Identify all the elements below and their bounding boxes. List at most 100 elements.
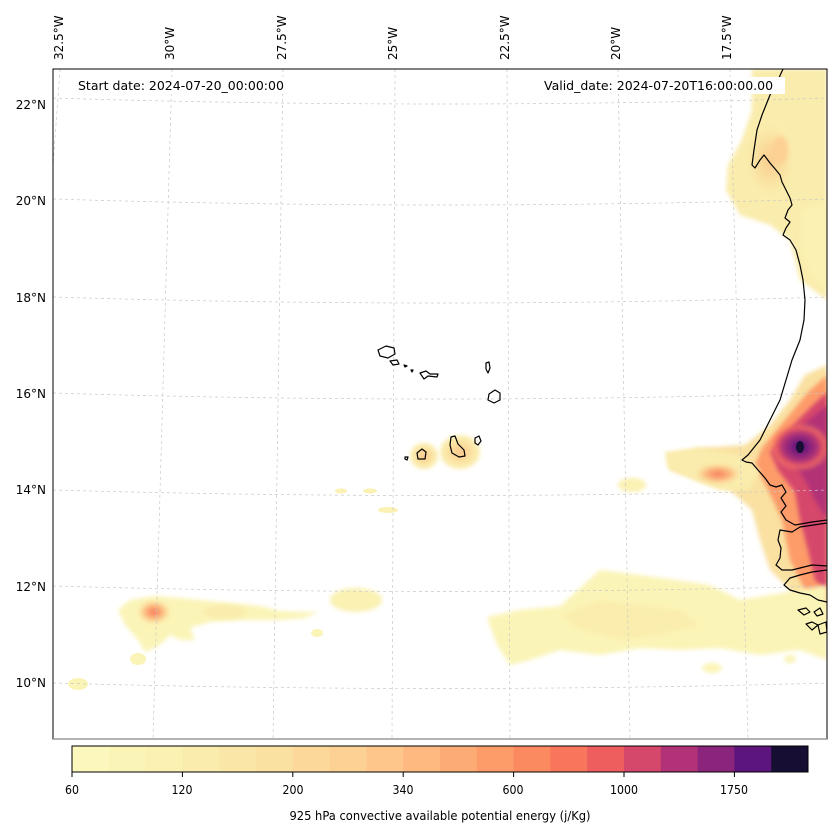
gridline-lon-27.5 bbox=[272, 69, 284, 739]
coastline-africa bbox=[741, 69, 827, 526]
island-boa-vista bbox=[487, 389, 501, 404]
island-sao-nicolau bbox=[419, 370, 439, 380]
map-content bbox=[53, 69, 827, 739]
gridline-lon-30 bbox=[152, 69, 173, 739]
lon-label-30w: 30°W bbox=[163, 26, 177, 60]
gridline-lat-10 bbox=[53, 682, 827, 689]
colorbar-frame bbox=[71, 745, 809, 773]
lat-label-22n: 22°N bbox=[15, 98, 46, 112]
colorbar-swatch bbox=[771, 746, 809, 772]
colorbar-swatch bbox=[182, 746, 220, 772]
lon-label-32-5w: 32.5°W bbox=[52, 15, 66, 60]
colorbar-swatch bbox=[624, 746, 662, 772]
colorbar-swatch bbox=[587, 746, 625, 772]
cape-cv-santiago bbox=[440, 435, 480, 469]
coastline-bijagos-1 bbox=[797, 607, 811, 616]
colorbar-tick-label: 340 bbox=[392, 782, 414, 797]
valid-date-label: Valid_date: 2024-07-20T16:00:00.00 bbox=[538, 77, 786, 94]
lat-label-12n: 12°N bbox=[15, 580, 46, 594]
gridline-lat-12 bbox=[53, 585, 827, 592]
gridline-lat-22 bbox=[53, 97, 827, 105]
cape-blob-west-1 bbox=[330, 588, 382, 612]
cape-region-east-edge bbox=[800, 200, 827, 290]
island-brava bbox=[404, 456, 409, 461]
island-small bbox=[410, 369, 414, 373]
colorbar-swatch bbox=[697, 746, 735, 772]
lat-label-14n: 14°N bbox=[15, 483, 46, 497]
island-maio bbox=[474, 435, 482, 446]
gridline-lat-14 bbox=[53, 489, 827, 496]
colorbar-swatch bbox=[256, 746, 294, 772]
cape-blob-west-2 bbox=[311, 629, 323, 637]
colorbar-tick-label: 120 bbox=[171, 782, 193, 797]
island-santiago bbox=[449, 435, 466, 458]
gridline-lat-16 bbox=[53, 392, 827, 400]
lat-label-10n: 10°N bbox=[15, 676, 46, 690]
coastline-bijagos-2 bbox=[813, 607, 824, 617]
colorbar-swatch bbox=[476, 746, 515, 772]
gridline-lat-20 bbox=[53, 198, 827, 206]
colorbar-swatch bbox=[145, 746, 183, 772]
colorbar-ticks bbox=[71, 772, 735, 777]
cape-north-core bbox=[744, 120, 796, 200]
lat-label-18n: 18°N bbox=[15, 291, 46, 305]
gridline-lon-20 bbox=[617, 69, 631, 739]
colorbar-swatch bbox=[660, 746, 699, 772]
cape-region-south-band-inner bbox=[560, 600, 700, 640]
island-sal bbox=[485, 361, 491, 374]
cape-blob-small-2 bbox=[363, 488, 377, 494]
colorbar-swatch bbox=[513, 746, 551, 772]
lat-label-16n: 16°N bbox=[15, 387, 46, 401]
lon-label-20w: 20°W bbox=[609, 26, 623, 60]
cape-dakar-plume-core bbox=[692, 462, 744, 486]
start-date-label: Start date: 2024-07-20_00:00:00 bbox=[72, 77, 290, 94]
cape-peak-core bbox=[796, 441, 804, 453]
island-fogo bbox=[416, 448, 427, 460]
colorbar-swatch bbox=[734, 746, 772, 772]
colorbar-tick-label: 60 bbox=[65, 782, 79, 797]
colorbar-swatch bbox=[550, 746, 588, 772]
cape-cv-fogo bbox=[410, 443, 438, 469]
cape-west-core bbox=[136, 599, 172, 625]
cape-blob-se-a bbox=[618, 478, 646, 492]
island-santa-luzia bbox=[403, 364, 408, 368]
gridline-lon-25 bbox=[391, 69, 396, 739]
colorbar-swatch bbox=[403, 746, 441, 772]
colorbar-tick-label: 1750 bbox=[720, 782, 748, 797]
colorbar-swatch bbox=[440, 746, 478, 772]
cape-west-b bbox=[203, 605, 247, 619]
lon-label-17-5w: 17.5°W bbox=[720, 15, 734, 60]
colorbar-swatch bbox=[72, 746, 110, 772]
cape-north-dot bbox=[772, 136, 788, 164]
coastline-gambia-south bbox=[775, 522, 827, 571]
colorbar-swatch bbox=[366, 746, 404, 772]
gridline-lon-17.5 bbox=[729, 69, 749, 739]
cape-blob-small-1 bbox=[335, 488, 347, 494]
gridline-lat-18 bbox=[53, 296, 827, 304]
colorbar bbox=[72, 746, 809, 772]
lat-label-20n: 20°N bbox=[15, 194, 46, 208]
colorbar-swatch bbox=[292, 746, 331, 772]
colorbar-swatch bbox=[329, 746, 367, 772]
island-santo-antao bbox=[377, 345, 396, 359]
lon-label-25w: 25°W bbox=[386, 26, 400, 60]
island-sao-vicente bbox=[389, 359, 400, 366]
cape-blob-west-3 bbox=[130, 653, 146, 665]
colorbar-tick-label: 1000 bbox=[610, 782, 638, 797]
colorbar-title: 925 hPa convective available potential e… bbox=[289, 808, 591, 823]
cape-blob-small-3 bbox=[378, 507, 398, 513]
colorbar-tick-label: 600 bbox=[502, 782, 524, 797]
coastlines bbox=[377, 69, 827, 635]
coastline-bijagos-4 bbox=[817, 621, 827, 635]
lon-label-22-5w: 22.5°W bbox=[498, 15, 512, 60]
colorbar-swatch bbox=[219, 746, 257, 772]
colorbar-tick-label: 200 bbox=[282, 782, 304, 797]
cape-blob-se-b bbox=[702, 663, 722, 673]
lon-label-27-5w: 27.5°W bbox=[275, 15, 289, 60]
coastline-guinea-bissau bbox=[783, 569, 827, 603]
gridline-lon-22.5 bbox=[506, 69, 511, 739]
cape-blob-se-c bbox=[784, 655, 796, 663]
gridlines bbox=[53, 69, 827, 739]
colorbar-swatch bbox=[108, 746, 147, 772]
